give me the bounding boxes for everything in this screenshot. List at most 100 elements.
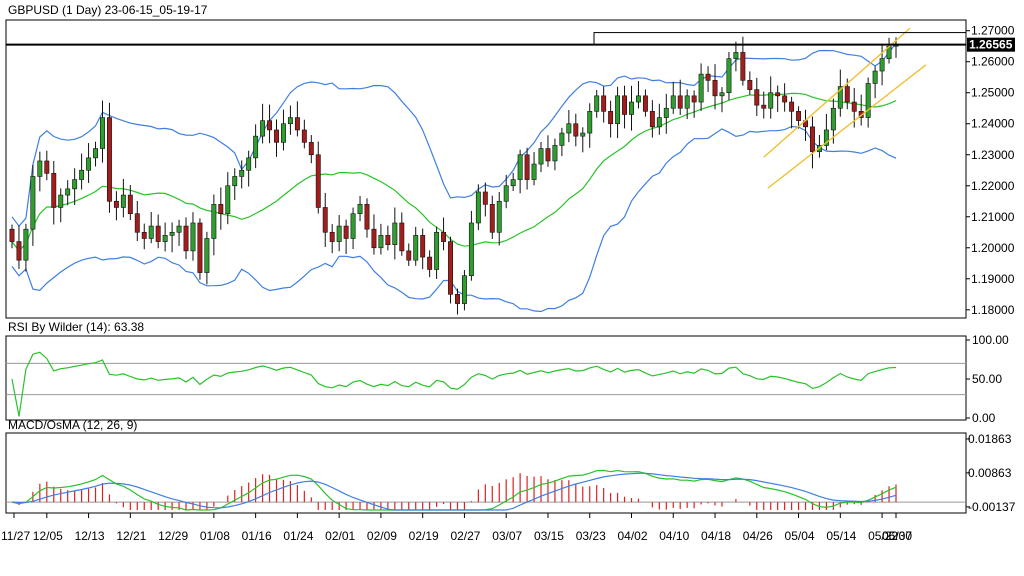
candle-body bbox=[427, 256, 433, 270]
candle-body bbox=[357, 204, 363, 214]
x-axis-label: 04/18 bbox=[701, 529, 731, 543]
price-axis-label: 1.26000 bbox=[971, 55, 1015, 69]
candle-body bbox=[698, 73, 704, 103]
candle-body bbox=[865, 83, 871, 118]
candle-body bbox=[364, 204, 370, 230]
candle-body bbox=[176, 225, 182, 233]
candle-body bbox=[712, 80, 718, 97]
x-axis-label: 06/07 bbox=[882, 529, 912, 543]
candle-body bbox=[86, 157, 92, 171]
candle-body bbox=[239, 169, 245, 177]
x-axis-label: 05/04 bbox=[785, 529, 815, 543]
candle-body bbox=[350, 213, 356, 239]
candle-body bbox=[141, 231, 147, 239]
candle-body bbox=[232, 176, 238, 187]
candle-body bbox=[183, 225, 189, 252]
axis-layer: 1.27000 1.26000 1.25000 1.24000 1.23000 1.220… bbox=[1, 24, 1016, 543]
candle-body bbox=[343, 225, 349, 239]
candle-body bbox=[608, 111, 614, 125]
x-axis-label: 04/10 bbox=[659, 529, 689, 543]
rsi-axis-label: 100.00 bbox=[972, 333, 1009, 347]
price-axis-label: 1.27000 bbox=[971, 24, 1015, 38]
candle-body bbox=[260, 120, 266, 137]
candle-body bbox=[336, 225, 342, 242]
macd-axis-label: 0.01863 bbox=[968, 432, 1012, 446]
candle-body bbox=[79, 169, 85, 180]
candle-body bbox=[468, 222, 474, 276]
candle-body bbox=[399, 222, 405, 252]
x-axis-label: 04/26 bbox=[743, 529, 773, 543]
x-axis-label: 04/02 bbox=[617, 529, 647, 543]
candle-body bbox=[16, 241, 22, 261]
x-axis-label: 02/01 bbox=[325, 529, 355, 543]
rsi-line bbox=[11, 351, 897, 417]
candle-body bbox=[281, 123, 286, 143]
current-price-badge bbox=[967, 37, 1015, 52]
candle-body bbox=[768, 92, 774, 109]
candle-body bbox=[573, 123, 579, 137]
candle-body bbox=[30, 176, 36, 230]
candle-body bbox=[329, 231, 335, 242]
candle-body bbox=[218, 204, 224, 214]
candle-body bbox=[684, 95, 690, 109]
macd-layer bbox=[6, 469, 966, 511]
candle-body bbox=[789, 101, 795, 112]
macd-axis-label: 0.00863 bbox=[968, 466, 1012, 480]
candle-body bbox=[127, 194, 133, 214]
candle-body bbox=[691, 95, 697, 103]
candle-body bbox=[705, 73, 711, 81]
candle-body bbox=[461, 275, 467, 304]
candle-body bbox=[670, 95, 676, 109]
candle-body bbox=[246, 157, 252, 171]
x-axis-label: 03/07 bbox=[492, 529, 522, 543]
x-axis-label: 05/30 bbox=[882, 529, 912, 543]
x-axis-label: 01/08 bbox=[200, 529, 230, 543]
candle-body bbox=[392, 222, 398, 245]
x-axis-label: 01/24 bbox=[283, 529, 313, 543]
candle-body bbox=[629, 101, 634, 115]
rsi-panel bbox=[5, 335, 967, 421]
bollinger-lower-line bbox=[11, 125, 897, 313]
candle-body bbox=[406, 250, 412, 261]
candle-body bbox=[844, 86, 850, 103]
candle-body bbox=[733, 52, 739, 59]
candle-body bbox=[287, 117, 293, 125]
candle-body bbox=[524, 154, 530, 180]
candle-body bbox=[148, 225, 154, 239]
candle-body bbox=[761, 104, 767, 109]
candle-body bbox=[649, 111, 655, 128]
candle-body bbox=[301, 129, 307, 143]
candle-body bbox=[44, 160, 50, 174]
candle-body bbox=[100, 117, 105, 149]
candle-body bbox=[162, 235, 168, 242]
price-axis-label: 1.25000 bbox=[971, 86, 1015, 100]
candle-body bbox=[545, 148, 551, 162]
candle-body bbox=[594, 95, 600, 112]
rsi-axis-label: 50.00 bbox=[972, 372, 1002, 386]
candle-body bbox=[872, 70, 878, 84]
bollinger-middle-line bbox=[11, 92, 897, 252]
candle-body bbox=[496, 200, 502, 233]
x-axis-label: 05/22 bbox=[868, 529, 898, 543]
candle-body bbox=[378, 235, 384, 249]
candle-body bbox=[810, 126, 815, 152]
candle-body bbox=[851, 101, 857, 112]
price-axis-label: 1.23000 bbox=[971, 148, 1015, 162]
price-layer bbox=[6, 27, 967, 315]
candle-body bbox=[538, 148, 544, 165]
x-axis-label: 03/23 bbox=[576, 529, 606, 543]
candle-body bbox=[204, 238, 210, 273]
candle-body bbox=[225, 185, 231, 214]
candle-body bbox=[371, 228, 377, 249]
candle-body bbox=[747, 80, 753, 90]
candle-body bbox=[441, 231, 447, 242]
bollinger-upper-line bbox=[11, 42, 897, 228]
candle-body bbox=[587, 111, 593, 134]
candle-body bbox=[642, 95, 648, 112]
candle-body bbox=[93, 148, 98, 159]
candle-body bbox=[510, 179, 516, 187]
price-axis-label: 1.24000 bbox=[971, 117, 1015, 131]
candle-body bbox=[475, 191, 481, 224]
candle-body bbox=[782, 95, 788, 103]
